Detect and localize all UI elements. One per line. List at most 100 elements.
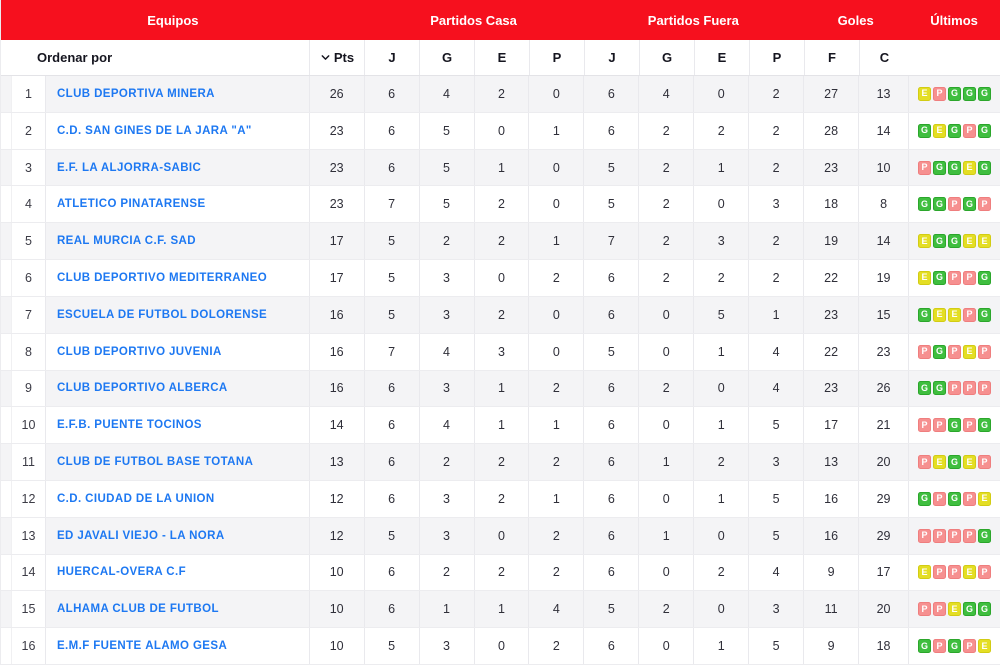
team-link[interactable]: CLUB DEPORTIVO ALBERCA bbox=[56, 382, 228, 395]
stat-cell: 2 bbox=[748, 112, 803, 149]
result-badge-p: P bbox=[932, 418, 946, 433]
column-header-j-0[interactable]: J bbox=[364, 40, 419, 75]
team-link[interactable]: C.D. SAN GINES DE LA JARA "A" bbox=[56, 124, 252, 137]
column-header-e-6[interactable]: E bbox=[694, 40, 749, 75]
table-row: 3 E.F. LA ALJORRA-SABIC 23 6 5 1 0 5 2 1 2 23 10 … bbox=[1, 149, 1000, 187]
stat-cell: 2 bbox=[638, 370, 693, 407]
result-badge-p: P bbox=[932, 602, 946, 617]
team-link[interactable]: CLUB DE FÚTBOL BASE TOTANA bbox=[56, 456, 254, 469]
chevron-down-icon bbox=[320, 52, 331, 63]
result-badge-p: P bbox=[962, 528, 976, 543]
rank-cell: 3 bbox=[10, 149, 45, 186]
result-badge-p: P bbox=[917, 418, 931, 433]
rank-cell: 12 bbox=[10, 480, 45, 517]
result-badge-p: P bbox=[977, 565, 991, 580]
team-link[interactable]: CLUB DEPORTIVO JUVENIA bbox=[56, 345, 222, 358]
column-header-f-8[interactable]: F bbox=[804, 40, 859, 75]
stat-cell: 23 bbox=[858, 333, 908, 370]
table-row: 9 CLUB DEPORTIVO ALBERCA 16 6 3 1 2 6 2 0 4 23 26… bbox=[1, 370, 1000, 408]
stat-cell: 0 bbox=[473, 517, 529, 554]
stat-cell: 22 bbox=[803, 260, 858, 296]
stat-cell: 6 bbox=[583, 407, 638, 444]
stat-cell: 3 bbox=[418, 296, 474, 333]
row-left-strip bbox=[1, 518, 11, 554]
row-left-strip bbox=[1, 113, 11, 149]
stat-cell: 6 bbox=[583, 517, 638, 554]
section-equipos: Equipos bbox=[147, 12, 199, 28]
stat-cell: 0 bbox=[528, 333, 583, 370]
stat-cell: 16 bbox=[803, 517, 858, 554]
column-header-p-7[interactable]: P bbox=[749, 40, 804, 75]
rank-cell: 10 bbox=[10, 407, 45, 444]
team-link[interactable]: CLUB DEPORTIVO MEDITERRANEO bbox=[56, 271, 268, 284]
rank-cell: 8 bbox=[10, 333, 45, 370]
result-badge-g: G bbox=[917, 381, 931, 396]
section-header-bar: Equipos Partidos Casa Partidos Fuera Gol… bbox=[1, 0, 1000, 40]
result-badge-p: P bbox=[932, 491, 946, 506]
result-badge-g: G bbox=[947, 123, 961, 138]
column-header-pts[interactable]: Pts bbox=[309, 40, 364, 75]
team-cell: ED JAVALÍ VIEJO - LA ÑORA bbox=[44, 517, 309, 554]
stat-cell: 19 bbox=[858, 260, 908, 296]
stat-cell: 1 bbox=[638, 444, 693, 480]
result-badge-e: E bbox=[962, 234, 976, 249]
points-cell: 23 bbox=[308, 186, 364, 223]
column-header-pts-label: Pts bbox=[333, 50, 355, 65]
result-badge-p: P bbox=[947, 344, 961, 359]
team-cell: CLUB DEPORTIVA MINERA bbox=[44, 76, 309, 112]
stat-cell: 4 bbox=[748, 554, 803, 591]
result-badge-e: E bbox=[977, 491, 991, 506]
stat-cell: 29 bbox=[858, 480, 908, 517]
team-link[interactable]: HUERCAL-OVERA C.F bbox=[56, 566, 186, 579]
stat-cell: 2 bbox=[638, 223, 693, 260]
stat-cell: 6 bbox=[583, 554, 638, 591]
team-link[interactable]: E.F.B. PUENTE TOCINOS bbox=[56, 419, 202, 432]
stat-cell: 6 bbox=[363, 591, 419, 628]
team-link[interactable]: ED JAVALÍ VIEJO - LA ÑORA bbox=[56, 529, 225, 542]
column-header-j-4[interactable]: J bbox=[584, 40, 639, 75]
team-link[interactable]: ESCUELA DE FUTBOL DOLORENSE bbox=[56, 308, 268, 321]
stat-cell: 1 bbox=[473, 591, 529, 628]
column-header-c-9[interactable]: C bbox=[859, 40, 909, 75]
result-badge-g: G bbox=[977, 307, 991, 322]
team-cell: C.D. SAN GINES DE LA JARA "A" bbox=[44, 112, 309, 149]
stat-cell: 6 bbox=[363, 76, 419, 112]
team-link[interactable]: E.F. LA ALJORRA-SABIC bbox=[56, 161, 202, 174]
team-link[interactable]: ALHAMA CLUB DE FUTBOL bbox=[56, 603, 219, 616]
column-header-g-5[interactable]: G bbox=[639, 40, 694, 75]
stat-cell: 5 bbox=[693, 296, 748, 333]
stat-cell: 7 bbox=[583, 223, 638, 260]
team-link[interactable]: C.D. CIUDAD DE LA UNION bbox=[56, 492, 215, 505]
stat-cell: 1 bbox=[418, 591, 474, 628]
team-link[interactable]: ATLETICO PINATARENSE bbox=[56, 198, 206, 211]
team-cell: E.M.F FUENTE ÁLAMO GESA bbox=[44, 628, 309, 664]
stat-cell: 0 bbox=[693, 517, 748, 554]
stat-cell: 5 bbox=[748, 407, 803, 444]
result-badge-g: G bbox=[917, 197, 931, 212]
stat-cell: 5 bbox=[418, 112, 474, 149]
team-link[interactable]: CLUB DEPORTIVA MINERA bbox=[56, 87, 215, 100]
result-badge-g: G bbox=[932, 160, 946, 175]
column-header-e-2[interactable]: E bbox=[474, 40, 529, 75]
column-header-p-3[interactable]: P bbox=[529, 40, 584, 75]
result-badge-p: P bbox=[962, 491, 976, 506]
stat-cell: 5 bbox=[583, 186, 638, 223]
stat-cell: 5 bbox=[363, 296, 419, 333]
team-link[interactable]: E.M.F FUENTE ÁLAMO GESA bbox=[56, 640, 228, 653]
team-cell: HUERCAL-OVERA C.F bbox=[44, 554, 309, 591]
points-cell: 23 bbox=[308, 149, 364, 186]
stat-cell: 2 bbox=[693, 444, 748, 480]
stat-cell: 1 bbox=[528, 480, 583, 517]
column-header-g-1[interactable]: G bbox=[419, 40, 474, 75]
points-cell: 12 bbox=[308, 480, 364, 517]
stat-cell: 0 bbox=[693, 76, 748, 112]
team-link[interactable]: REAL MURCIA C.F. SAD bbox=[56, 235, 196, 248]
stat-cell: 14 bbox=[858, 223, 908, 260]
result-badge-g: G bbox=[962, 602, 976, 617]
